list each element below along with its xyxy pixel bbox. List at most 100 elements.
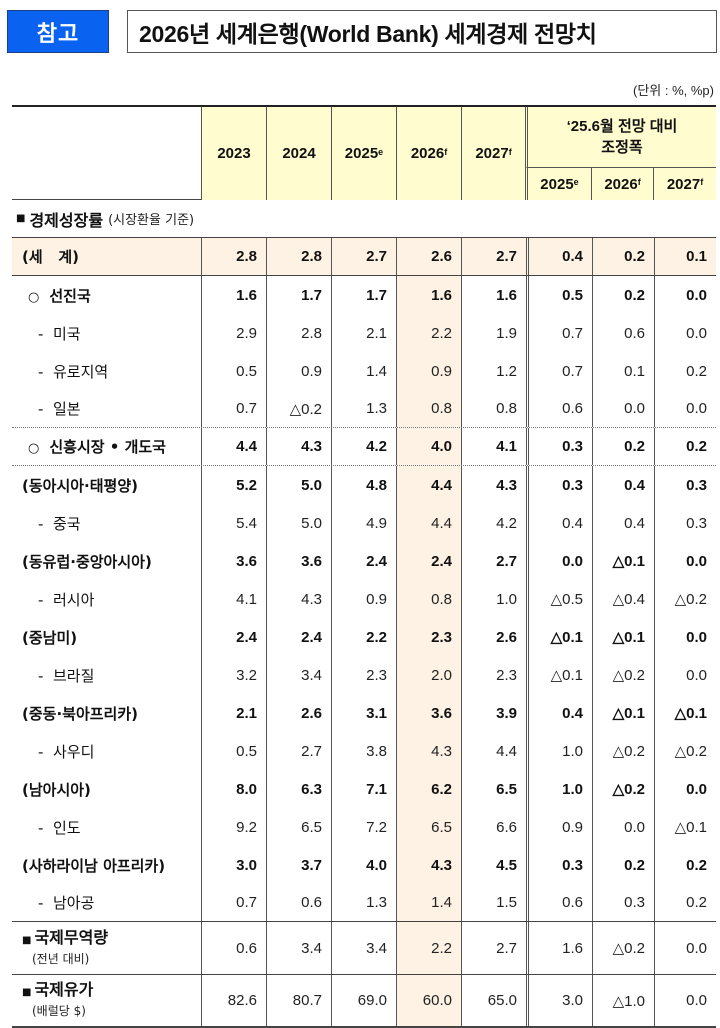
col-sup: f xyxy=(508,146,512,157)
row-label-text: (중남미) xyxy=(22,628,78,647)
value-cell: 2.6 xyxy=(396,238,461,275)
value-cell: 1.4 xyxy=(396,884,461,921)
value-cell: 4.2 xyxy=(461,504,526,542)
value-cell: 4.3 xyxy=(461,466,526,504)
adjustment-cell: 0.5 xyxy=(526,276,592,314)
table-row: (중동·북아프리카) 2.1 2.6 3.1 3.6 3.9 0.4 △0.1 △0.1 xyxy=(12,694,716,732)
row-label-title: ■ 국제무역량 xyxy=(22,928,108,950)
value-cell: 8.0 xyxy=(201,770,266,808)
adjustment-cell: 0.0 xyxy=(654,542,716,580)
value-cell: 1.6 xyxy=(396,276,461,314)
value-cell: 5.0 xyxy=(266,466,331,504)
row-label-wrap: - 유로지역 xyxy=(22,361,108,382)
row-label-text: 중국 xyxy=(52,514,81,533)
dash-bullet: - xyxy=(38,894,44,912)
value-cell: 5.0 xyxy=(266,504,331,542)
value-cell: 69.0 xyxy=(331,975,396,1026)
col-year: 2025 xyxy=(540,175,574,193)
value-cell: 1.7 xyxy=(266,276,331,314)
row-label-text: (남아시아) xyxy=(22,780,91,799)
row-label-wrap: ■ 국제유가 (배럴당 $) xyxy=(22,980,93,1021)
adjustment-cell: 0.3 xyxy=(526,846,592,884)
row-label-text: (동유럽·중앙아시아) xyxy=(22,552,152,571)
adjustment-cell: 0.3 xyxy=(526,466,592,504)
col-year: 2023 xyxy=(217,145,251,162)
value-cell: 80.7 xyxy=(266,975,331,1026)
row-label-text: (동아시아·태평양) xyxy=(22,476,139,495)
section-subtitle: (시장환율 기준) xyxy=(108,213,195,228)
adjustment-cell: 0.0 xyxy=(592,390,654,427)
row-title-text: 국제유가 xyxy=(34,980,94,999)
table-row: (세 계) 2.8 2.8 2.7 2.6 2.7 0.4 0.2 0.1 xyxy=(12,238,716,276)
value-cell: 2.3 xyxy=(331,656,396,694)
adjustment-cell: 0.7 xyxy=(526,314,592,352)
adjustment-cell: 0.0 xyxy=(654,770,716,808)
unit-note: (단위 : %, %p) xyxy=(633,83,714,98)
row-title-text: 국제무역량 xyxy=(34,927,109,947)
dash-bullet: - xyxy=(38,590,44,609)
row-label-text: 브라질 xyxy=(52,666,95,685)
col-header-2023: 2023 xyxy=(201,107,266,200)
adjustment-cell: 0.6 xyxy=(526,884,592,921)
col-sup: e xyxy=(378,146,384,157)
value-cell: 1.2 xyxy=(461,352,526,390)
table-header: 2023 2024 2025 e 2026 f 2027 f ‘25.6월 전망 대비… xyxy=(12,105,716,200)
adjustment-cell: 0.0 xyxy=(654,314,716,352)
adjustment-cell: 0.2 xyxy=(592,276,654,314)
col-header-2026f: 2026 f xyxy=(396,107,461,200)
adjustment-cell: 0.6 xyxy=(592,314,654,352)
value-cell: 4.1 xyxy=(201,580,266,618)
table-row: - 일본 0.7 △0.2 1.3 0.8 0.8 0.6 0.0 0.0 xyxy=(12,390,716,428)
value-cell: 2.3 xyxy=(461,656,526,694)
value-cell: 5.2 xyxy=(201,466,266,504)
value-cell: 1.9 xyxy=(461,314,526,352)
row-label-wrap: ○ 신흥시장 • 개도국 xyxy=(22,436,166,457)
adjustment-cell: △0.1 xyxy=(592,618,654,656)
adjustment-cell: 0.3 xyxy=(592,884,654,921)
circle-bullet-icon: ○ xyxy=(28,441,40,456)
row-label-wrap: - 인도 xyxy=(22,817,81,838)
row-subtitle: (전년 대비) xyxy=(32,951,90,966)
row-label: - 미국 xyxy=(12,314,201,352)
col-sup: e xyxy=(573,177,579,187)
value-cell: 2.2 xyxy=(396,314,461,352)
value-cell: 3.6 xyxy=(266,542,331,580)
table-body: (세 계) 2.8 2.8 2.7 2.6 2.7 0.4 0.2 0.1 ○ 선진국 1.6 1.7 1… xyxy=(12,237,716,1028)
value-cell: 4.4 xyxy=(396,504,461,542)
row-label: (중남미) xyxy=(12,618,201,656)
value-cell: 4.5 xyxy=(461,846,526,884)
value-cell: 4.4 xyxy=(201,428,266,465)
adjustment-cell: 0.2 xyxy=(654,352,716,390)
adjustment-cell: △0.1 xyxy=(592,542,654,580)
adjustment-cell: △1.0 xyxy=(592,975,654,1026)
value-cell: 0.6 xyxy=(201,922,266,974)
value-cell: 2.8 xyxy=(201,238,266,275)
value-cell: 2.4 xyxy=(396,542,461,580)
row-label: ■ 국제유가 (배럴당 $) xyxy=(12,975,201,1026)
row-label: (중동·북아프리카) xyxy=(12,694,201,732)
adjustment-cell: 0.2 xyxy=(592,428,654,465)
value-cell: 4.9 xyxy=(331,504,396,542)
col-sup: f xyxy=(637,177,641,187)
row-label: (세 계) xyxy=(12,238,201,275)
page-title: 2026년 세계은행(World Bank) 세계경제 전망치 xyxy=(127,10,717,53)
adjustment-cell: △0.2 xyxy=(592,656,654,694)
value-cell: 4.1 xyxy=(461,428,526,465)
value-cell: 65.0 xyxy=(461,975,526,1026)
section-title: 경제성장률 xyxy=(29,210,104,230)
row-label: - 남아공 xyxy=(12,884,201,921)
value-cell: 1.6 xyxy=(461,276,526,314)
row-label-text: 유로지역 xyxy=(52,362,109,381)
col-year: 2025 xyxy=(344,145,379,162)
row-label: (동아시아·태평양) xyxy=(12,466,201,504)
section-growth: ■ 경제성장률 (시장환율 기준) xyxy=(12,200,716,237)
value-cell: 1.6 xyxy=(201,276,266,314)
row-label-text: (중동·북아프리카) xyxy=(22,704,139,723)
adjustment-cell: 0.2 xyxy=(592,846,654,884)
adjustment-cell: △0.1 xyxy=(654,808,716,846)
dash-bullet: - xyxy=(38,818,44,837)
square-bullet-icon: ■ xyxy=(22,987,32,998)
adjustment-cell: 0.0 xyxy=(592,808,654,846)
value-cell: 5.4 xyxy=(201,504,266,542)
circle-bullet-icon: ○ xyxy=(28,289,40,305)
